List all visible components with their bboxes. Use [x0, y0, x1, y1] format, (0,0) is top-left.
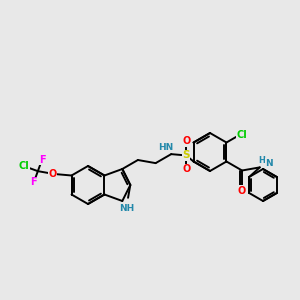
Text: O: O — [182, 164, 190, 174]
Text: O: O — [49, 169, 57, 179]
Text: F: F — [39, 155, 45, 165]
Text: Cl: Cl — [236, 130, 247, 140]
Text: O: O — [238, 185, 246, 196]
Text: Cl: Cl — [18, 161, 29, 171]
Text: O: O — [182, 136, 190, 146]
Text: HN: HN — [159, 142, 174, 152]
Text: N: N — [265, 159, 273, 168]
Text: NH: NH — [119, 205, 134, 214]
Text: S: S — [182, 150, 190, 161]
Text: F: F — [30, 177, 37, 188]
Text: H: H — [258, 156, 265, 165]
